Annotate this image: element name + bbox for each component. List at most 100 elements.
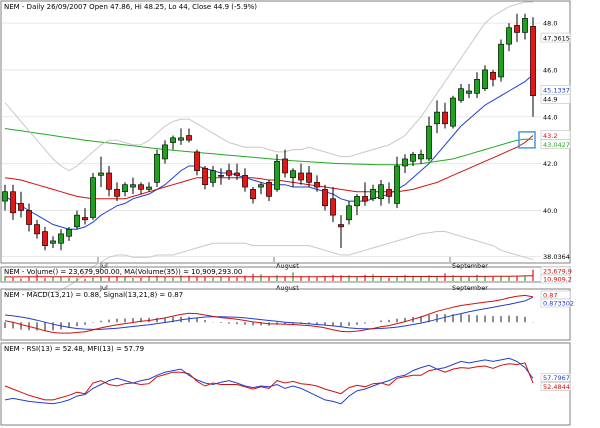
candle [282, 149, 288, 178]
price-band-upper-line [4, 1, 533, 172]
candle [66, 226, 72, 241]
candle [450, 95, 456, 129]
price-x-tick-label: August [276, 262, 299, 270]
volume-x-tick-label: August [276, 284, 299, 292]
candle-body [210, 170, 216, 183]
candle-body [66, 228, 72, 237]
candle [122, 182, 128, 197]
candle-body [18, 203, 24, 211]
candle [146, 182, 152, 192]
candle [194, 149, 200, 176]
price-tag-box [540, 94, 571, 104]
rsi-mfi-panel-frame [0, 342, 571, 426]
price-x-tick-label: September [452, 262, 488, 270]
candle [530, 17, 536, 117]
volume-ma-line [5, 275, 534, 278]
candle [466, 83, 472, 99]
candle [98, 156, 104, 188]
candle-body [482, 69, 488, 89]
price-tag-box [540, 139, 571, 149]
candle [74, 210, 80, 230]
candle-body [490, 71, 496, 80]
candle [170, 135, 176, 150]
candle-body [434, 111, 440, 125]
candle [90, 172, 96, 220]
candle [34, 219, 40, 239]
candle [426, 116, 432, 162]
volume-x-tick-label: Jul [99, 284, 108, 292]
candle [226, 163, 232, 181]
candle-body [322, 189, 328, 207]
candle [306, 165, 312, 188]
price-tag-label: 44.9 [543, 96, 557, 104]
candle [82, 208, 88, 225]
candle [378, 180, 384, 206]
candle-body [154, 153, 160, 183]
candle-body [458, 88, 464, 101]
candle [186, 128, 192, 143]
candle-body [242, 175, 248, 188]
rsi-tag-label: 57.7967 [543, 374, 570, 382]
macd-panel: NEM - MACD(13,21) = 0.88, Signal(13,21,8… [0, 288, 574, 341]
candle-body [394, 165, 400, 204]
price-x-tick-label: Jul [99, 262, 108, 270]
macd-tag-label: 0.873302 [543, 300, 574, 308]
candle-body [122, 184, 128, 193]
candle [218, 168, 224, 185]
candle [162, 140, 168, 164]
candle-body [290, 170, 296, 178]
price-tag-label: 43.0427 [543, 141, 570, 149]
candle-body [426, 125, 432, 160]
volume-tag-box [540, 274, 571, 284]
price-y-tick-label: 44.0 [543, 113, 557, 121]
candle-body [258, 184, 264, 188]
candle-body [218, 175, 224, 177]
candle-body [202, 168, 208, 186]
price-tag-label: 47.3615 [543, 34, 570, 42]
candle-body [146, 186, 152, 190]
candle-body [498, 43, 504, 78]
candle [42, 226, 48, 251]
candle-body [226, 170, 232, 176]
candle-body [386, 189, 392, 197]
candle-body [314, 182, 320, 188]
candle-body [402, 158, 408, 167]
volume-tag-label: 23,679,9 [543, 268, 572, 276]
volume-tag-label: 10,909,2 [543, 276, 572, 284]
candle [370, 184, 376, 202]
macd-header: NEM - MACD(13,21) = 0.88, Signal(13,21,8… [4, 291, 183, 299]
candle-body [186, 135, 192, 141]
candle [410, 151, 416, 166]
candle [266, 180, 272, 202]
candle-body [378, 184, 384, 200]
candle [202, 165, 208, 190]
candle [58, 229, 64, 251]
price-tag-label: 45.1337 [543, 87, 570, 95]
candle-body [346, 205, 352, 221]
rsi-tag-box [540, 382, 571, 391]
candle [522, 13, 528, 40]
candle [178, 128, 184, 145]
candle [386, 182, 392, 204]
macd-tag-label: 0.87 [543, 292, 557, 300]
candle-body [298, 172, 304, 181]
candle-body [82, 217, 88, 221]
macd-line [4, 294, 534, 334]
candle [346, 201, 352, 225]
rsi-tag-box [540, 373, 571, 382]
candle-body [330, 198, 336, 216]
candle-body [74, 214, 80, 228]
candle [474, 72, 480, 99]
candle-body [266, 182, 272, 197]
candle-body [466, 90, 472, 94]
candle-body [42, 231, 48, 246]
price-header: NEM - Daily 26/09/2007 Open 47.86, Hi 48… [4, 3, 257, 11]
macd-panel-frame [0, 288, 571, 341]
candle [210, 165, 216, 188]
candle-body [26, 210, 32, 225]
candle [18, 191, 24, 218]
candle-body [58, 233, 64, 244]
candle [290, 168, 296, 188]
candle [314, 175, 320, 192]
